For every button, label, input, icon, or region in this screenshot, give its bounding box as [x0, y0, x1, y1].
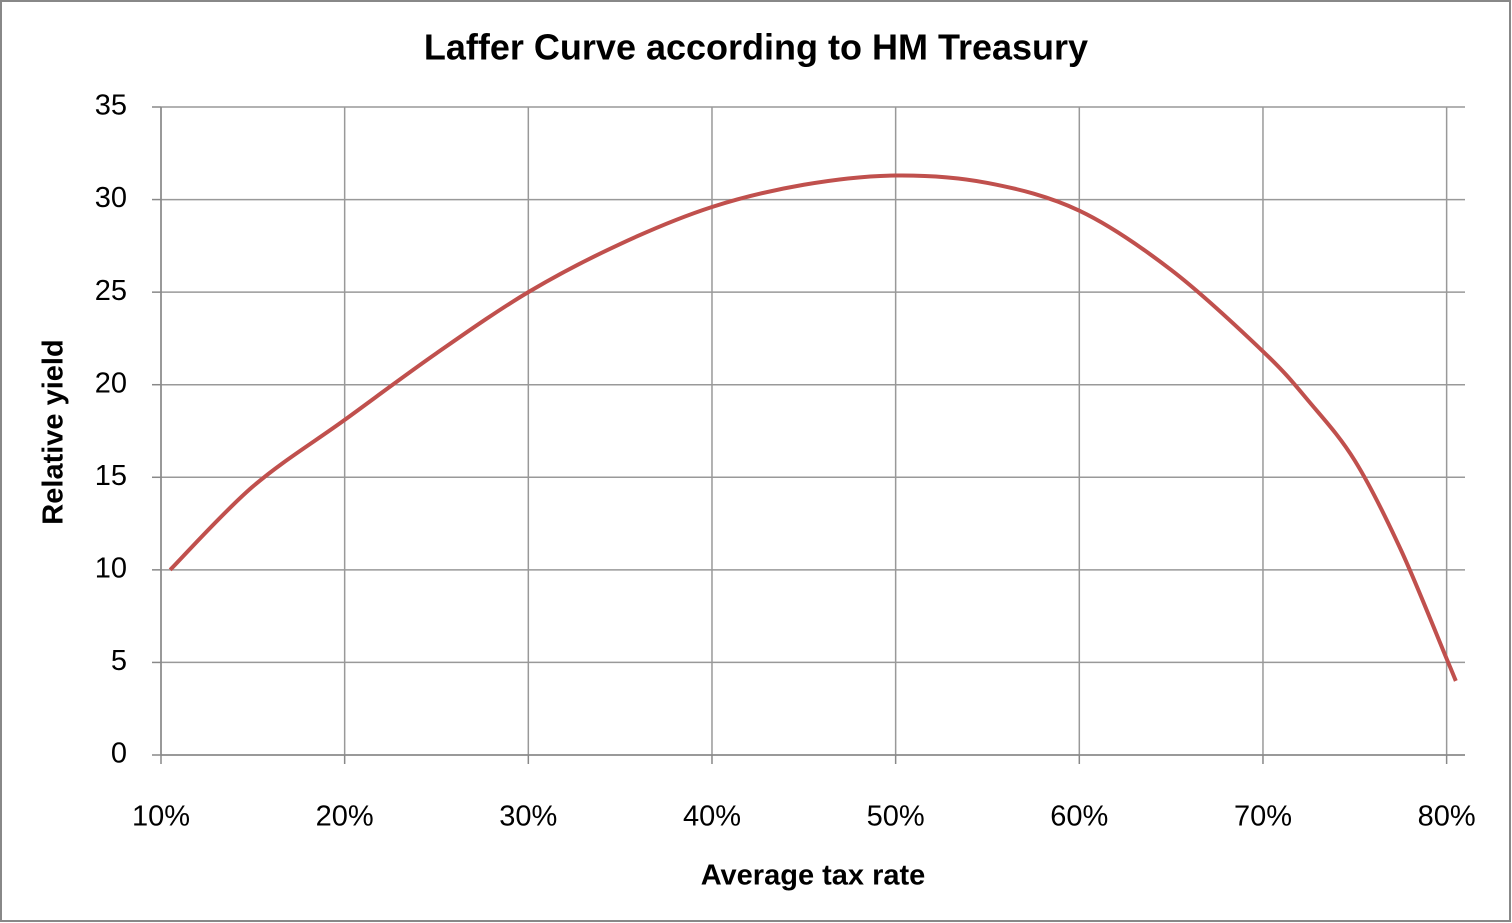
y-tick-label: 25	[95, 275, 127, 307]
x-axis-label: Average tax rate	[701, 860, 926, 892]
y-tick-label: 15	[95, 460, 127, 492]
y-tick-label: 30	[95, 182, 127, 214]
y-tick-label: 10	[95, 553, 127, 585]
chart-title: Laffer Curve according to HM Treasury	[424, 27, 1088, 68]
y-tick-label: 5	[111, 645, 127, 677]
y-tick-label: 20	[95, 367, 127, 399]
x-tick-label: 60%	[1050, 801, 1108, 833]
x-tick-label: 50%	[867, 801, 925, 833]
x-tick-label: 30%	[499, 801, 557, 833]
y-tick-label: 35	[95, 90, 127, 122]
x-tick-label: 70%	[1234, 801, 1292, 833]
x-tick-label: 20%	[316, 801, 374, 833]
x-tick-label: 40%	[683, 801, 741, 833]
x-tick-label: 10%	[132, 801, 190, 833]
line-series	[168, 173, 1458, 682]
y-axis-label: Relative yield	[38, 339, 70, 524]
y-tick-label: 0	[111, 738, 127, 770]
x-tick-label: 80%	[1418, 801, 1476, 833]
